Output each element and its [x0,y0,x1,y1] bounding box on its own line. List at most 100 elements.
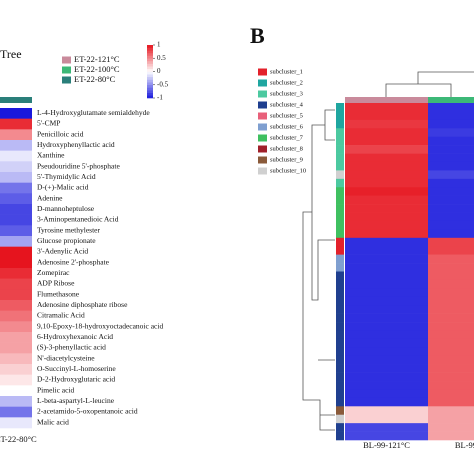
row-color-bar [336,364,344,373]
colorbar-segment [147,52,153,56]
legend-label: subcluster_10 [270,167,306,174]
heat-cell [428,330,474,340]
heat-cell [345,305,428,314]
row-color-bar [336,397,344,407]
heat-cell [345,161,428,171]
row-color-bar [336,372,344,382]
heat-cell [428,145,474,154]
row-label: 3'-Adenylic Acid [37,247,88,256]
row-color-bar [336,119,344,129]
row-color-bar [336,263,344,272]
row-color-bar [336,414,344,424]
heat-cell [345,237,428,247]
heat-cell [428,296,474,306]
panel-a-title: Tree [0,47,22,61]
colorbar-tick-label: 1 [157,41,161,49]
row-color-bar [336,254,344,264]
colorbar-tick-label: -1 [157,94,163,102]
legend-label: ET-22-121°C [74,54,120,64]
heat-cell [428,128,474,137]
heat-cell [428,279,474,289]
heat-cell [0,214,32,226]
legend-label: subcluster_4 [270,101,304,108]
row-color-bar [336,406,344,416]
heat-cell [0,150,32,162]
row-label: D-mannoheptulose [37,204,95,213]
heat-cell [428,119,474,129]
column-label: BL-99-1 [455,440,474,450]
heat-cell [0,161,32,173]
heat-cell [0,300,32,311]
row-color-bar [336,136,344,146]
heat-cell [428,254,474,264]
heat-cell [0,406,32,418]
heat-cell [428,372,474,382]
heat-cell [428,220,474,230]
heat-cell [0,268,32,279]
row-label: Malic acid [37,417,69,426]
heat-cell [428,263,474,272]
heat-cell [345,178,428,188]
row-label: L-4-Hydroxyglutamate semialdehyde [37,108,150,117]
heat-cell [428,187,474,196]
row-color-bar [336,103,344,112]
colorbar-segment [147,47,153,51]
colorbar-segment [147,71,153,75]
heat-cell [345,128,428,137]
heat-cell [345,423,428,432]
colorbar-segment [147,82,153,86]
heat-cell [345,414,428,424]
panel-b-title: B [250,23,265,48]
row-label: ADP Ribose [37,279,75,288]
heat-cell [428,414,474,424]
row-color-bar [336,237,344,247]
row-label: 5'-Thymidylic Acid [37,172,96,181]
row-label: D-(+)-Malic acid [37,183,89,192]
heat-cell [0,140,32,151]
colorbar-segment [147,74,153,78]
heat-cell [428,381,474,390]
heat-cell [345,212,428,222]
row-color-bar [336,423,344,432]
heat-cell [428,389,474,399]
row-color-bar [336,338,344,348]
colorbar-segment [147,79,153,83]
legend-label: ET-22-80°C [74,74,116,84]
row-label: Pimelic acid [37,385,75,394]
heat-cell [0,342,32,354]
legend-swatch [258,156,267,164]
colorbar-segment [147,92,153,96]
row-color-bar [336,389,344,399]
heat-cell [0,129,32,141]
colorbar-segment [147,63,153,67]
heat-cell [428,288,474,298]
row-color-bar [336,305,344,314]
row-label: 2-acetamido-5-oxopentanoic acid [37,407,138,416]
heat-cell [345,431,428,441]
heat-cell [345,397,428,407]
row-color-bar [336,187,344,196]
heat-cell [428,178,474,188]
heat-cell [345,296,428,306]
heat-cell [345,229,428,239]
legend-swatch [258,145,267,153]
legend-label: subcluster_7 [270,134,304,141]
heat-cell [345,119,428,129]
row-label: Penicilloic acid [37,129,84,138]
row-label: 5'-CMP [37,119,60,128]
colorbar-segment [147,58,153,62]
heat-cell [0,364,32,375]
heat-cell [345,103,428,112]
row-color-bar [336,128,344,137]
heat-cell [0,374,32,386]
row-color-bar [336,178,344,188]
column-color-bar [345,97,428,103]
colorbar-segment [147,76,153,80]
row-color-bar [336,355,344,365]
heat-cell [0,353,32,365]
heat-cell [428,355,474,365]
legend-swatch [258,167,267,175]
legend-label: ET-22-100°C [74,64,120,74]
heat-cell [345,153,428,163]
